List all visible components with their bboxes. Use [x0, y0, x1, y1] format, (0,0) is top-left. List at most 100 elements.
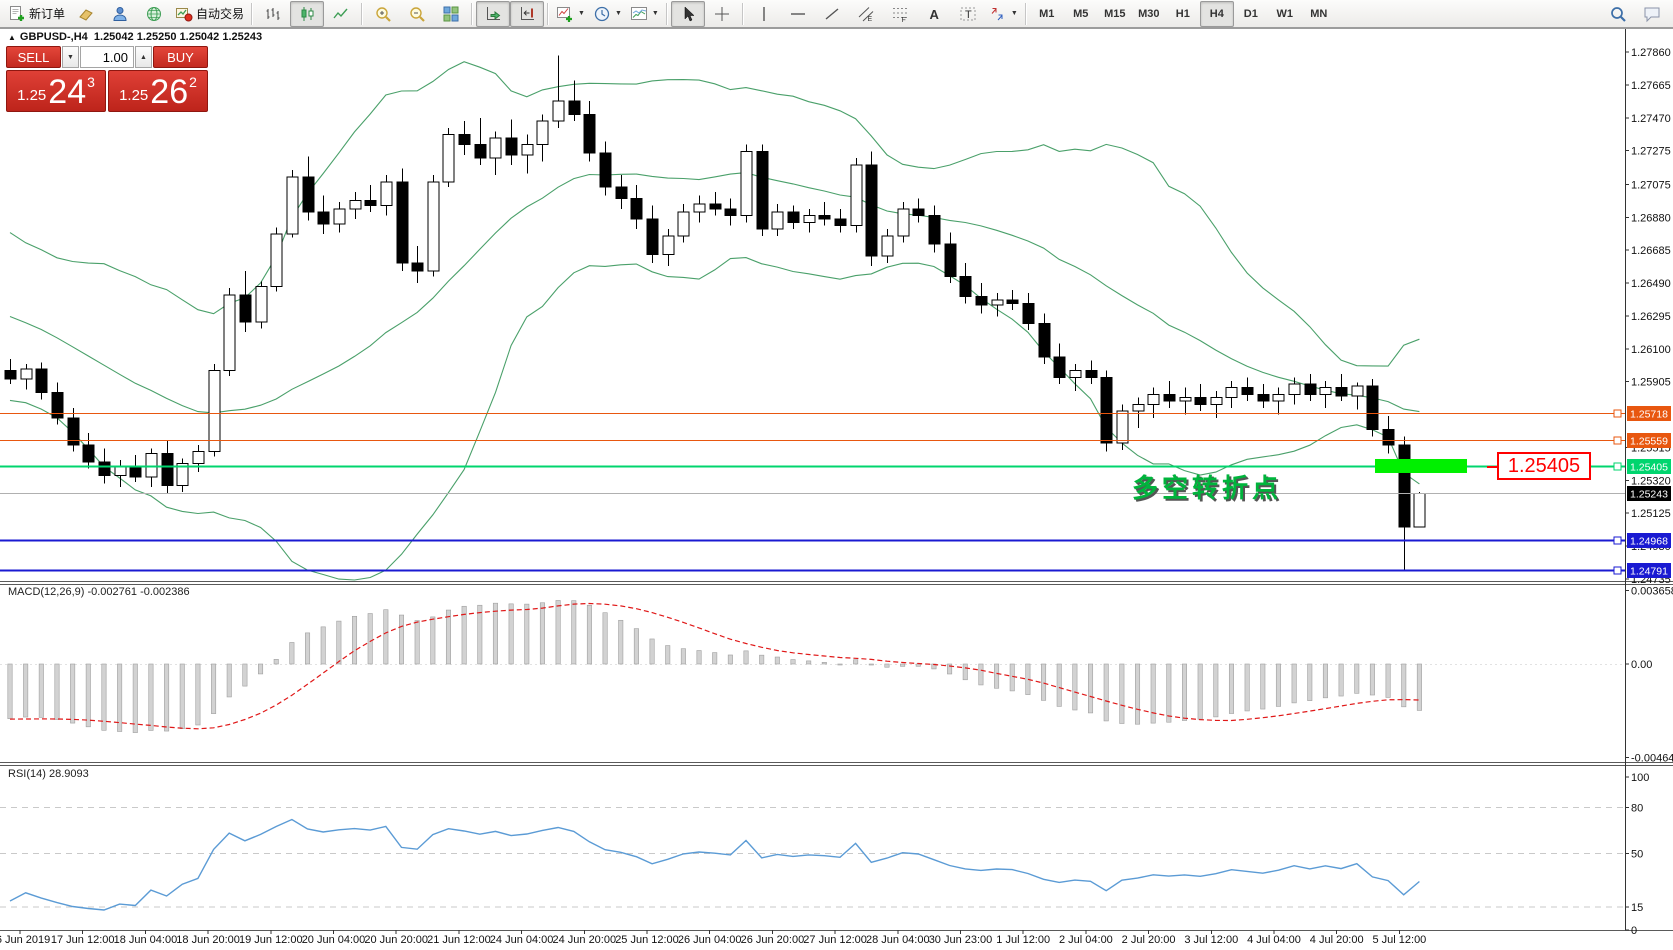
macd-histogram-bar	[1150, 663, 1156, 724]
toolbar-templates-button[interactable]: ▼	[626, 1, 663, 27]
sell-quote-box[interactable]: 1.25 24 3	[6, 70, 106, 112]
toolbar: 新订单 自动交易 ▼ ▼ ▼ E F A T ▼ M1 M5 M15 M30 H1 H4 D1 W1 MN	[0, 0, 1673, 28]
toolbar-community-button[interactable]	[103, 1, 137, 27]
macd-histogram-bar	[978, 663, 984, 686]
rsi-line	[9, 818, 1420, 911]
toolbar-auto-scroll-button[interactable]	[476, 0, 511, 27]
toolbar-horizontal-line-button[interactable]	[781, 1, 815, 27]
tile-windows-icon	[443, 6, 459, 21]
toolbar-text-label-button[interactable]: T	[951, 1, 985, 27]
macd-histogram-bar	[586, 604, 592, 665]
timeframe-mn-button[interactable]: MN	[1302, 1, 1336, 27]
toolbar-periods-button[interactable]: ▼	[589, 1, 626, 27]
cursor-icon	[684, 5, 695, 21]
candle-bull	[1272, 393, 1285, 402]
toolbar-fibonacci-button[interactable]: F	[883, 1, 917, 27]
candle-bear	[67, 417, 80, 446]
time-axis-label: 26 Jun 20:00	[741, 934, 805, 946]
timeframe-h1-button[interactable]: H1	[1166, 1, 1200, 27]
indicators-icon	[557, 6, 573, 22]
toolbar-cursor-button[interactable]	[670, 0, 705, 27]
toolbar-chat-button[interactable]	[1635, 1, 1669, 27]
macd-histogram-bar	[774, 656, 780, 665]
toolbar-eraser-button[interactable]	[69, 1, 103, 27]
toolbar-new-order-button[interactable]: 新订单	[4, 1, 69, 27]
buy-quote-box[interactable]: 1.25 26 2	[108, 70, 208, 112]
periods-dropdown-icon[interactable]: ▼	[614, 10, 622, 17]
macd-histogram-bar	[962, 663, 968, 681]
macd-histogram-bar	[54, 663, 60, 720]
candle-bear	[865, 164, 878, 257]
timeframe-label: M1	[1039, 7, 1055, 20]
candle-bull	[286, 176, 299, 235]
toolbar-zoom-out-button[interactable]	[400, 1, 434, 27]
toolbar-text-button[interactable]: A	[917, 1, 951, 27]
timeframe-w1-button[interactable]: W1	[1268, 1, 1302, 27]
arrows-dropdown-icon[interactable]: ▼	[1010, 10, 1018, 17]
level-lines[interactable]: 1.25718 1.25559 1.25405 1.24968 1.24791	[0, 406, 1671, 578]
level-anchor-marker	[1613, 436, 1622, 445]
volume-input[interactable]	[80, 46, 134, 68]
svg-text:T: T	[965, 9, 972, 21]
timeframe-d1-button[interactable]: D1	[1234, 1, 1268, 27]
templates-dropdown-icon[interactable]: ▼	[651, 10, 659, 17]
price-badge-label: 1.25405	[1630, 462, 1668, 474]
price-callout-label[interactable]: 1.25405	[1487, 452, 1591, 480]
toolbar-zoom-in-button[interactable]	[366, 1, 400, 27]
toolbar-tile-windows-button[interactable]	[434, 1, 468, 27]
price-badge-label: 1.24791	[1630, 566, 1668, 578]
toolbar-arrows-button[interactable]: ▼	[985, 1, 1022, 27]
macd-histogram-bar	[1213, 663, 1219, 718]
toolbar-search-button[interactable]	[1601, 1, 1635, 27]
candle-bull	[1179, 397, 1192, 402]
sell-button[interactable]: SELL	[6, 46, 61, 68]
candle-bear	[709, 203, 722, 210]
toolbar-crosshair-button[interactable]	[705, 1, 739, 27]
macd-histogram-bar	[23, 663, 29, 718]
time-axis-label: 4 Jul 04:00	[1247, 934, 1301, 946]
indicators-dropdown-icon[interactable]: ▼	[578, 10, 585, 17]
macd-histogram-bar	[242, 663, 248, 687]
buy-button[interactable]: BUY	[153, 46, 208, 68]
macd-histogram-bar	[367, 613, 373, 665]
candle-bull	[803, 215, 816, 223]
macd-histogram-bar	[837, 663, 843, 666]
timeframe-m5-button[interactable]: M5	[1064, 1, 1098, 27]
macd-histogram-bar	[305, 632, 311, 665]
bollinger-middle	[9, 172, 1420, 414]
toolbar-equidistant-channel-button[interactable]: E	[849, 1, 883, 27]
timeframe-m1-button[interactable]: M1	[1030, 1, 1064, 27]
macd-histogram-bar	[680, 648, 686, 665]
price-badge	[1627, 533, 1671, 548]
price-badge-label: 1.25718	[1630, 409, 1668, 421]
toolbar-market-watch-button[interactable]	[137, 1, 171, 27]
macd-histogram-bar	[1056, 663, 1062, 707]
toolbar-trendline-button[interactable]	[815, 1, 849, 27]
macd-histogram-bar	[1009, 663, 1015, 692]
timeframe-m15-button[interactable]: M15	[1098, 1, 1132, 27]
collapse-panel-icon[interactable]: ▲	[8, 33, 16, 42]
macd-histogram-bar	[1291, 663, 1297, 704]
price-axis-label: 1.26295	[1631, 311, 1671, 323]
turning-point-annotation[interactable]: 多空转折点	[1132, 473, 1283, 503]
toolbar-vertical-line-button[interactable]	[747, 1, 781, 27]
chart-ohlc-header: ▲ GBPUSD-,H4 1.25042 1.25250 1.25042 1.25…	[8, 31, 262, 43]
candle-bull	[20, 368, 33, 380]
timeframe-h4-button[interactable]: H4	[1199, 0, 1234, 27]
toolbar-indicators-button[interactable]: ▼	[552, 1, 589, 27]
toolbar-bar-chart-button[interactable]	[256, 1, 290, 27]
timeframe-m30-button[interactable]: M30	[1132, 1, 1166, 27]
text-icon: A	[929, 7, 939, 22]
panel-borders	[0, 28, 1673, 931]
toolbar-candlestick-chart-button[interactable]	[290, 0, 325, 27]
volume-increase-button[interactable]: ▲	[135, 46, 152, 68]
toolbar-chart-shift-button[interactable]	[510, 0, 545, 27]
highlight-rect[interactable]	[1375, 458, 1467, 473]
price-axis-label: 1.27860	[1631, 47, 1671, 59]
toolbar-line-chart-button[interactable]	[324, 1, 358, 27]
volume-decrease-button[interactable]: ▼	[62, 46, 79, 68]
line-chart-icon	[333, 8, 348, 18]
toolbar-auto-trading-button[interactable]: 自动交易	[171, 1, 248, 27]
